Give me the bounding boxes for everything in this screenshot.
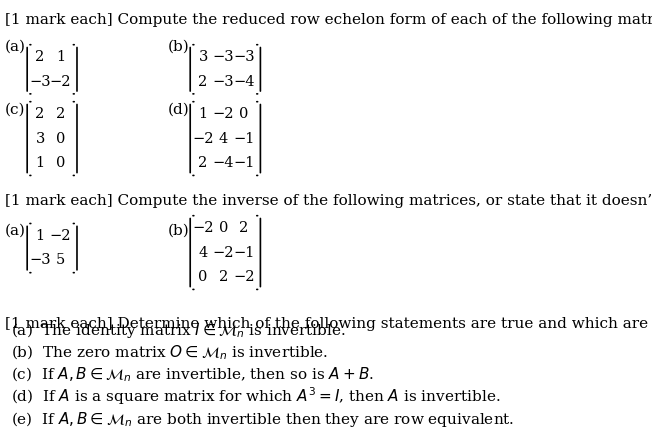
Text: −2: −2 [50, 229, 71, 243]
Text: 2: 2 [239, 221, 248, 235]
Text: 0: 0 [219, 221, 228, 235]
Text: (c): (c) [5, 102, 25, 117]
Text: 3: 3 [198, 50, 208, 64]
Text: 0: 0 [198, 270, 208, 284]
Text: 0: 0 [56, 156, 65, 170]
Text: 2: 2 [219, 270, 228, 284]
Text: (b): (b) [168, 223, 189, 237]
Text: (a): (a) [5, 40, 25, 54]
Text: −3: −3 [233, 50, 255, 64]
Text: −3: −3 [213, 75, 234, 89]
Text: −2: −2 [192, 131, 214, 146]
Text: 3: 3 [35, 131, 45, 146]
Text: −4: −4 [213, 156, 234, 170]
Text: 5: 5 [56, 253, 65, 267]
Text: [1 mark each] Compute the reduced row echelon form of each of the following matr: [1 mark each] Compute the reduced row ec… [5, 13, 652, 27]
Text: 2: 2 [198, 156, 208, 170]
Text: 1: 1 [199, 107, 208, 121]
Text: (b)  The zero matrix $O \in \mathcal{M}_n$ is invertible.: (b) The zero matrix $O \in \mathcal{M}_n… [11, 344, 329, 362]
Text: −3: −3 [29, 253, 51, 267]
Text: 2: 2 [35, 50, 45, 64]
Text: 0: 0 [56, 131, 65, 146]
Text: 1: 1 [35, 229, 44, 243]
Text: −3: −3 [29, 75, 51, 89]
Text: −2: −2 [233, 270, 255, 284]
Text: 0: 0 [239, 107, 248, 121]
Text: −1: −1 [233, 131, 254, 146]
Text: −2: −2 [192, 221, 214, 235]
Text: (d)  If $A$ is a square matrix for which $A^3 = I$, then $A$ is invertible.: (d) If $A$ is a square matrix for which … [11, 385, 501, 407]
Text: (d): (d) [168, 102, 189, 117]
Text: −2: −2 [213, 107, 234, 121]
Text: 4: 4 [219, 131, 228, 146]
Text: −2: −2 [213, 245, 234, 260]
Text: −3: −3 [213, 50, 234, 64]
Text: (e)  If $A, B \in \mathcal{M}_n$ are both invertible then they are row equivalen: (e) If $A, B \in \mathcal{M}_n$ are both… [11, 410, 514, 429]
Text: 2: 2 [198, 75, 208, 89]
Text: [1 mark each] Compute the inverse of the following matrices, or state that it do: [1 mark each] Compute the inverse of the… [5, 194, 652, 208]
Text: −2: −2 [50, 75, 71, 89]
Text: 1: 1 [56, 50, 65, 64]
Text: (c)  If $A, B \in \mathcal{M}_n$ are invertible, then so is $A + B$.: (c) If $A, B \in \mathcal{M}_n$ are inve… [11, 366, 374, 384]
Text: 1: 1 [35, 156, 44, 170]
Text: (b): (b) [168, 40, 189, 54]
Text: 2: 2 [56, 107, 65, 121]
Text: −4: −4 [233, 75, 255, 89]
Text: [1 mark each] Determine which of the following statements are true and which are: [1 mark each] Determine which of the fol… [5, 317, 652, 331]
Text: (a): (a) [5, 223, 25, 237]
Text: −1: −1 [233, 156, 254, 170]
Text: (a)  The identity matrix $I \in \mathcal{M}_n$ is invertible.: (a) The identity matrix $I \in \mathcal{… [11, 320, 346, 340]
Text: 2: 2 [35, 107, 45, 121]
Text: 4: 4 [198, 245, 208, 260]
Text: −1: −1 [233, 245, 254, 260]
